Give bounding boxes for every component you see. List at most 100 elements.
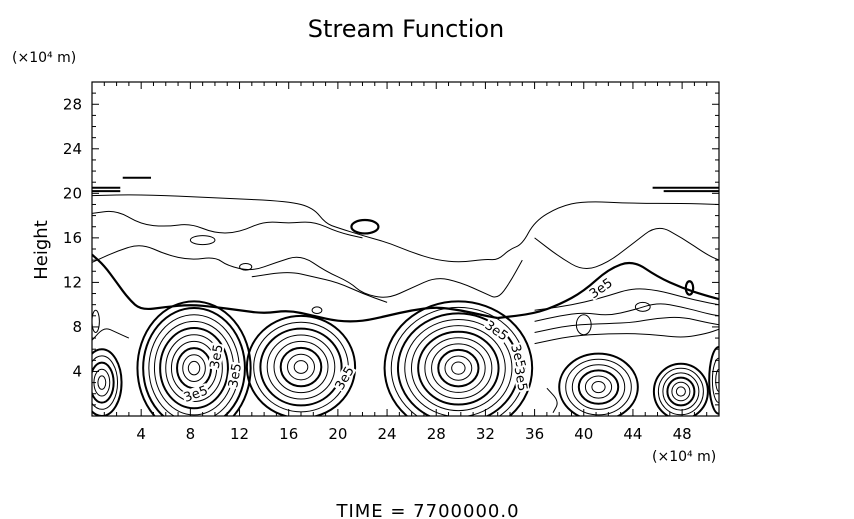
vortex-contour — [259, 327, 343, 407]
vortex-contour — [383, 300, 534, 416]
vortex-contour — [93, 368, 111, 397]
contour-line — [92, 194, 719, 263]
y-tick-label: 8 — [72, 318, 82, 336]
contour-label-group: 3e5 — [225, 361, 245, 390]
contour-lines — [92, 176, 719, 416]
vortex-contour — [245, 314, 357, 416]
y-unit-label: (×10⁴ m) — [12, 50, 76, 66]
bold-contour-line — [92, 253, 498, 323]
x-tick-label: 48 — [673, 425, 692, 443]
closed-contour-loop — [634, 301, 651, 312]
contour-line — [534, 288, 719, 311]
contour-label-group: 3e5 — [511, 364, 530, 393]
contour-line — [251, 272, 388, 303]
closed-contour-loop — [684, 280, 695, 296]
vortex-contour — [437, 348, 480, 388]
vortex-contour — [410, 325, 506, 412]
vortex-contour — [279, 346, 323, 388]
y-tick-label: 24 — [63, 140, 82, 158]
contour-label-bg — [225, 361, 244, 390]
vortex-contour — [666, 376, 696, 407]
contour-label-group: 3e5 — [586, 275, 616, 302]
vortex-contour — [431, 343, 486, 393]
y-tick-label: 16 — [63, 229, 82, 247]
vortex-contour — [273, 340, 329, 394]
vortex-contour — [142, 307, 246, 416]
vortex-contour — [417, 330, 500, 406]
y-tick-label: 20 — [63, 184, 82, 202]
vortex-contour — [451, 361, 466, 375]
closed-contour-loop — [575, 314, 592, 336]
vortex-contour — [591, 380, 606, 394]
vortex-contour — [715, 368, 719, 392]
contour-line — [534, 303, 719, 322]
vortex-contour — [92, 355, 119, 410]
vortex-contour — [92, 361, 115, 404]
vortex-contour — [136, 300, 252, 416]
y-axis-label: Height — [31, 220, 52, 280]
closed-contour-loop — [189, 235, 216, 246]
x-tick-label: 36 — [525, 425, 544, 443]
vortex-contour — [266, 334, 336, 400]
x-tick-label: 44 — [623, 425, 642, 443]
contour-line — [92, 210, 363, 239]
y-tick-label: 28 — [63, 95, 82, 113]
vortex-contour — [253, 321, 349, 413]
vortex-contour — [293, 360, 309, 374]
contour-label: 3e5 — [208, 343, 227, 370]
x-tick-label: 40 — [574, 425, 593, 443]
x-unit-label: (×10⁴ m) — [652, 449, 716, 465]
vortex-contour — [404, 319, 513, 416]
chart-title: Stream Function — [308, 15, 505, 43]
contour-label-bg — [508, 342, 529, 371]
vortex-contour — [97, 375, 107, 390]
contour-label: 3e5 — [587, 276, 616, 302]
vortex-contour — [671, 381, 691, 402]
vortex-contour — [571, 364, 626, 410]
vortex-contour — [584, 375, 613, 399]
contour-line — [92, 245, 523, 298]
x-tick-label: 20 — [328, 425, 347, 443]
vortex-contour — [675, 386, 686, 397]
x-tick-label: 12 — [230, 425, 249, 443]
vortex-contour — [558, 352, 639, 416]
vortex-contour — [165, 334, 223, 403]
contour-label: 3e5 — [511, 366, 530, 393]
x-tick-label: 8 — [186, 425, 196, 443]
contour-label-bg — [482, 317, 512, 344]
vortex-contour — [92, 348, 123, 416]
vortex-contour — [708, 345, 719, 415]
contour-label-group: 3e5 — [207, 342, 227, 371]
vortex-contour — [444, 355, 473, 381]
x-tick-label: 4 — [136, 425, 146, 443]
contour-label-bg — [207, 342, 225, 371]
closed-contour-loop — [311, 306, 323, 315]
vortex-contour — [148, 314, 240, 416]
x-tick-label: 24 — [378, 425, 397, 443]
vortex-contour — [657, 367, 704, 416]
contour-line — [534, 328, 719, 345]
contour-label-group: 3e5 — [507, 342, 529, 371]
x-tick-label: 16 — [279, 425, 298, 443]
contour-label-bg — [332, 363, 357, 393]
contour-line — [534, 227, 719, 270]
closed-contour-loop — [350, 218, 380, 235]
vortex-contour — [182, 354, 206, 383]
vortex-contour — [159, 327, 229, 410]
closed-contour-loop — [239, 263, 253, 271]
closed-contour-loop — [92, 309, 100, 333]
contour-line — [546, 387, 558, 413]
vortex-contour — [577, 369, 620, 405]
contour-label-bg — [181, 383, 211, 405]
vortex-contour — [711, 357, 719, 404]
x-tick-label: 28 — [427, 425, 446, 443]
vortex-contour — [176, 347, 213, 390]
vortex-contour — [424, 337, 493, 400]
vortex-contour — [187, 360, 201, 376]
contour-label-bg — [586, 275, 616, 301]
contour-label: 3e5 — [507, 343, 528, 371]
vortex-contour — [662, 372, 700, 411]
vortex-contour — [287, 353, 315, 381]
